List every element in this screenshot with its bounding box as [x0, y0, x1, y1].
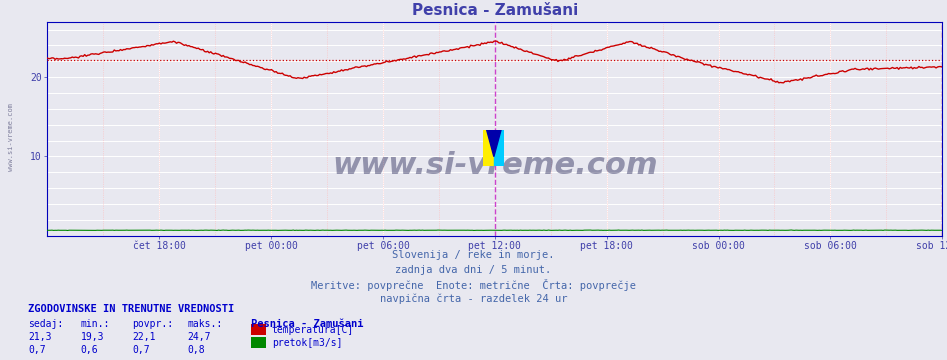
Text: 0,7: 0,7 [28, 345, 46, 355]
Text: Meritve: povprečne  Enote: metrične  Črta: povprečje: Meritve: povprečne Enote: metrične Črta:… [311, 279, 636, 291]
Text: Slovenija / reke in morje.: Slovenija / reke in morje. [392, 250, 555, 260]
Bar [483, 130, 494, 166]
Text: 0,7: 0,7 [133, 345, 151, 355]
Text: 22,1: 22,1 [133, 332, 156, 342]
Text: www.si-vreme.com: www.si-vreme.com [9, 103, 14, 171]
Text: 0,8: 0,8 [188, 345, 205, 355]
Text: 0,6: 0,6 [80, 345, 98, 355]
Text: sedaj:: sedaj: [28, 319, 63, 329]
Text: pretok[m3/s]: pretok[m3/s] [272, 338, 342, 348]
Title: Pesnica - Zamušani: Pesnica - Zamušani [412, 3, 578, 18]
Bar [494, 130, 504, 166]
Text: temperatura[C]: temperatura[C] [272, 325, 354, 335]
Text: Pesnica - Zamušani: Pesnica - Zamušani [251, 319, 364, 329]
Text: navpična črta - razdelek 24 ur: navpična črta - razdelek 24 ur [380, 293, 567, 304]
Text: 24,7: 24,7 [188, 332, 211, 342]
Text: 19,3: 19,3 [80, 332, 104, 342]
Text: 21,3: 21,3 [28, 332, 52, 342]
Text: zadnja dva dni / 5 minut.: zadnja dva dni / 5 minut. [396, 265, 551, 275]
Polygon shape [487, 130, 501, 157]
Text: povpr.:: povpr.: [133, 319, 173, 329]
Text: ZGODOVINSKE IN TRENUTNE VREDNOSTI: ZGODOVINSKE IN TRENUTNE VREDNOSTI [28, 304, 235, 314]
Text: min.:: min.: [80, 319, 110, 329]
Text: www.si-vreme.com: www.si-vreme.com [332, 150, 657, 180]
Text: maks.:: maks.: [188, 319, 223, 329]
